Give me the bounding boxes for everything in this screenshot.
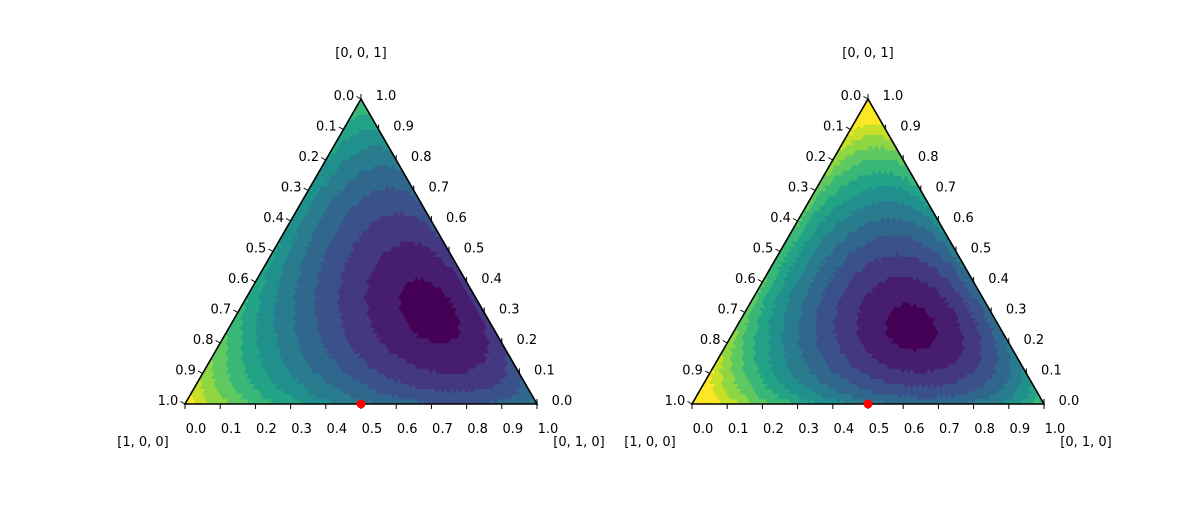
right-tick-label: 0.3	[499, 303, 520, 318]
corner-label-left: [1, 0, 0]	[117, 435, 169, 450]
left-tick	[286, 219, 291, 222]
right-tick-label: 0.0	[552, 394, 573, 409]
left-tick	[339, 127, 344, 130]
bottom-tick-label: 0.4	[326, 422, 347, 437]
left-tick	[269, 249, 274, 252]
right-tick-label: 0.6	[446, 211, 467, 226]
right-tick-label: 0.4	[481, 272, 502, 287]
left-tick-label: 1.0	[158, 394, 179, 409]
bottom-tick-label: 0.0	[186, 422, 207, 437]
left-tick	[198, 371, 203, 374]
left-tick	[357, 97, 362, 100]
left-tick	[181, 402, 186, 405]
corner-label-top: [0, 0, 1]	[335, 46, 387, 61]
bottom-tick-label: 0.3	[291, 422, 312, 437]
left-tick-label: 0.2	[298, 150, 319, 165]
right-tick-label: 0.8	[411, 150, 432, 165]
bottom-tick-label: 0.2	[256, 422, 277, 437]
bottom-tick-label: 0.7	[432, 422, 453, 437]
right-tick-label: 1.0	[376, 89, 397, 104]
right-tick-label: 0.9	[393, 120, 414, 135]
left-tick-label: 0.0	[334, 89, 355, 104]
corner-label-right: [0, 1, 0]	[553, 435, 605, 450]
bottom-tick-label: 0.5	[362, 422, 383, 437]
left-tick	[216, 341, 221, 344]
right-tick-label: 0.7	[428, 181, 449, 196]
right-tick-label: 0.2	[516, 333, 537, 348]
left-tick-label: 0.1	[316, 120, 337, 135]
left-tick	[321, 158, 326, 161]
left-tick-label: 0.3	[281, 181, 302, 196]
left-tick-label: 0.8	[193, 333, 214, 348]
left-tick-label: 0.5	[246, 242, 267, 257]
left-tick	[251, 280, 256, 283]
right-tick-label: 0.5	[464, 242, 485, 257]
left-tick-label: 0.7	[210, 303, 231, 318]
left-tick-label: 0.4	[263, 211, 284, 226]
left-tick	[233, 310, 238, 313]
ternary-panel-1: 0.0 1.0 0.0 0.1 0.9 0.1 0.2 0.8 0.2 0.3 0.7 0.3 0.4 0…	[117, 46, 605, 450]
bottom-tick-label: 0.6	[397, 422, 418, 437]
bottom-tick-label: 0.1	[221, 422, 242, 437]
bottom-tick-label: 0.8	[467, 422, 488, 437]
left-tick-label: 0.6	[228, 272, 249, 287]
left-tick	[304, 188, 309, 191]
marked-point	[357, 400, 366, 409]
left-tick-label: 0.9	[175, 364, 196, 379]
right-tick-label: 0.1	[534, 364, 555, 379]
bottom-tick-label: 0.9	[502, 422, 523, 437]
